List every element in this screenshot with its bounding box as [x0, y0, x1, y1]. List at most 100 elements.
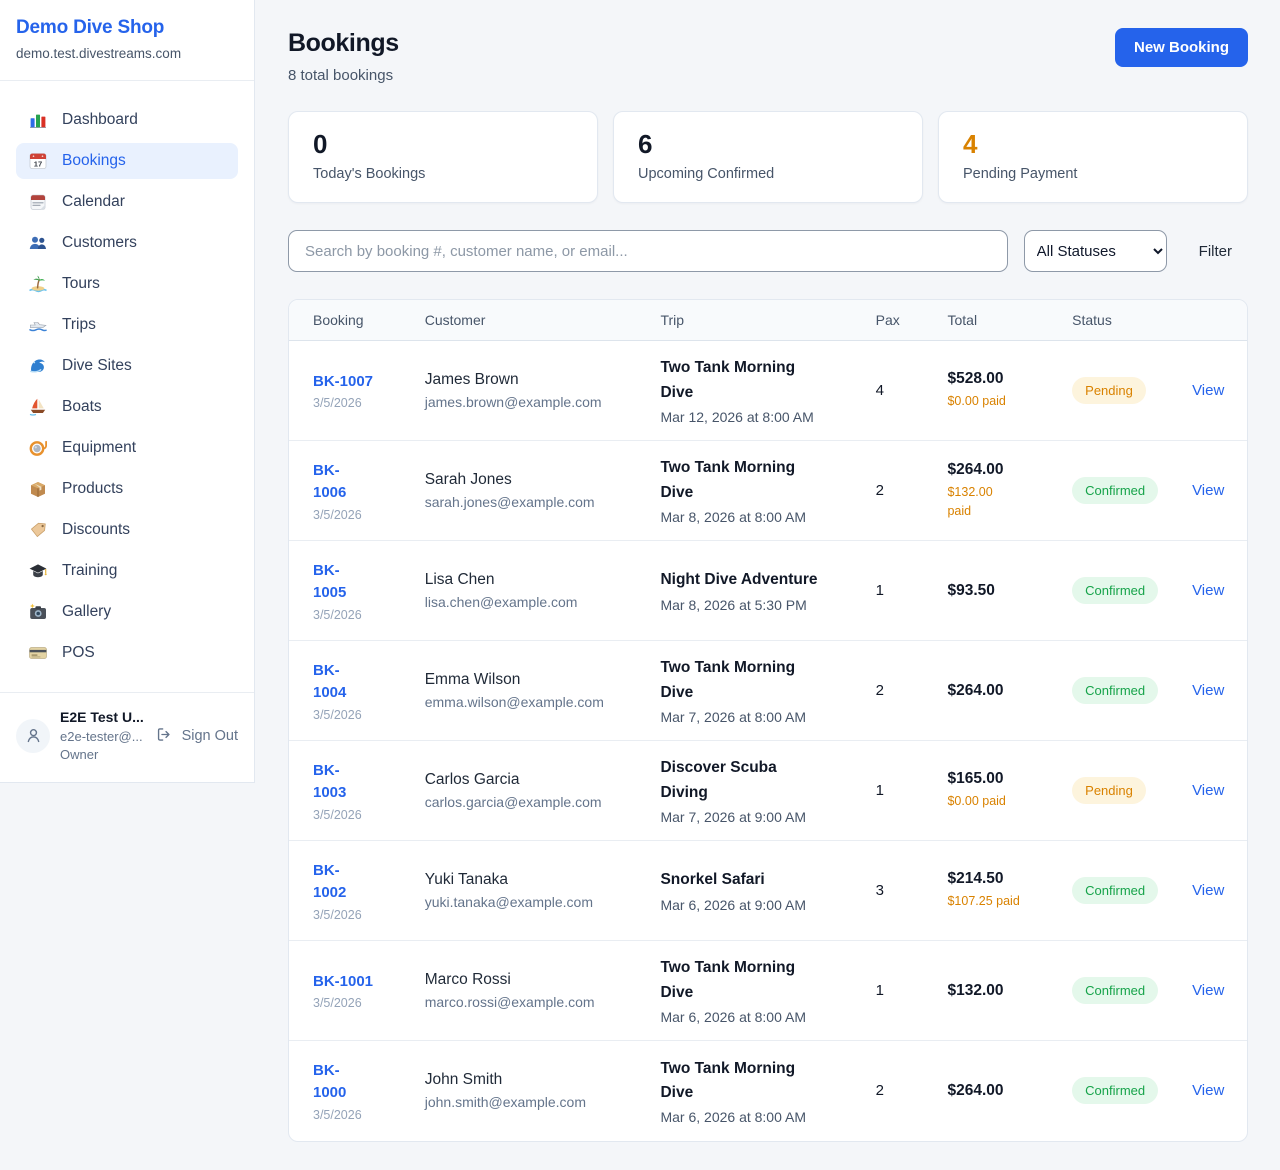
- sidebar-item-label: Bookings: [62, 152, 126, 169]
- status-filter-select[interactable]: All Statuses: [1023, 230, 1167, 272]
- booking-link[interactable]: BK- 1000: [313, 1061, 347, 1102]
- view-link[interactable]: View: [1192, 481, 1225, 499]
- trip-cell: Two Tank Morning Dive Mar 8, 2026 at 8:00 …: [650, 441, 865, 541]
- calendar-icon: [28, 192, 48, 212]
- status-badge: Confirmed: [1072, 1077, 1159, 1105]
- trip-name: Two Tank Morning Dive: [660, 1059, 796, 1101]
- column-header-trip: Trip: [650, 300, 866, 341]
- booking-cell: BK-1001 3/5/2026: [289, 941, 415, 1041]
- user-info: E2E Test U... e2e-tester@... Owner: [60, 708, 144, 764]
- booking-date: 3/5/2026: [313, 396, 362, 411]
- sidebar-item-dashboard[interactable]: Dashboard: [16, 102, 238, 138]
- status-cell: Confirmed: [1062, 941, 1182, 1041]
- sidebar-item-label: Boats: [62, 398, 102, 415]
- app-domain: demo.test.divestreams.com: [16, 46, 182, 61]
- total-amount: $264.00: [947, 681, 1004, 699]
- total-amount: $165.00: [947, 770, 1004, 788]
- sidebar-item-discounts[interactable]: Discounts: [16, 512, 238, 548]
- sidebar-item-dive-sites[interactable]: Dive Sites: [16, 348, 238, 384]
- stat-label: Today's Bookings: [313, 166, 426, 182]
- booking-row: BK- 1004 3/5/2026 Emma Wilson emma.wilson@ex…: [289, 641, 1247, 741]
- trip-datetime: Mar 6, 2026 at 9:00 AM: [660, 896, 806, 913]
- booking-cell: BK- 1004 3/5/2026: [289, 641, 415, 741]
- sidebar-item-bookings[interactable]: 17 Bookings: [16, 143, 238, 179]
- booking-link[interactable]: BK- 1003: [313, 761, 347, 802]
- customer-cell: Marco Rossi marco.rossi@example.com: [415, 941, 651, 1041]
- booking-link[interactable]: BK- 1005: [313, 561, 347, 602]
- booking-date: 3/5/2026: [313, 707, 362, 722]
- svg-text:17: 17: [34, 160, 42, 169]
- view-link[interactable]: View: [1192, 881, 1225, 899]
- search-input[interactable]: [288, 230, 1008, 272]
- app-name: Demo Dive Shop: [16, 17, 165, 38]
- sidebar-item-label: Gallery: [62, 603, 112, 620]
- booking-cell: BK- 1006 3/5/2026: [289, 441, 415, 541]
- status-badge: Confirmed: [1072, 677, 1159, 704]
- gallery-camera-icon: [28, 602, 48, 622]
- customer-cell: Carlos Garcia carlos.garcia@example.com: [415, 741, 651, 841]
- table-header-row: Booking Customer Trip Pax Total Status: [289, 300, 1247, 341]
- stat-card-pending-payment: 4 Pending Payment: [938, 111, 1248, 203]
- pax-cell: 3: [866, 841, 938, 941]
- trip-cell: Two Tank Morning Dive Mar 12, 2026 at 8:00…: [650, 341, 865, 441]
- discounts-tag-icon: [28, 520, 48, 540]
- sidebar-item-boats[interactable]: Boats: [16, 389, 238, 425]
- customer-name: John Smith: [424, 1071, 503, 1089]
- pax-value: 1: [875, 981, 885, 999]
- status-cell: Confirmed: [1062, 641, 1182, 741]
- pax-cell: 1: [866, 741, 938, 841]
- customer-email: john.smith@example.com: [424, 1094, 586, 1111]
- booking-cell: BK- 1003 3/5/2026: [289, 741, 415, 841]
- booking-date: 3/5/2026: [313, 607, 362, 622]
- status-badge: Confirmed: [1072, 977, 1159, 1004]
- customer-name: Sarah Jones: [424, 471, 512, 488]
- status-badge: Confirmed: [1072, 877, 1159, 904]
- dive-sites-wave-icon: [28, 356, 48, 376]
- booking-date: 3/5/2026: [313, 1107, 362, 1122]
- total-cell: $93.50: [937, 541, 1062, 641]
- sidebar-item-pos[interactable]: POS: [16, 635, 238, 671]
- trip-cell: Two Tank Morning Dive Mar 6, 2026 at 8:00 …: [650, 941, 865, 1041]
- sidebar-item-customers[interactable]: Customers: [16, 225, 238, 261]
- view-link[interactable]: View: [1192, 581, 1225, 599]
- total-cell: $264.00 $132.00 paid: [937, 441, 1062, 541]
- booking-row: BK- 1002 3/5/2026 Yuki Tanaka yuki.tanaka@ex…: [289, 841, 1247, 941]
- view-link[interactable]: View: [1192, 781, 1225, 799]
- status-badge: Pending: [1072, 777, 1146, 804]
- booking-link[interactable]: BK- 1002: [313, 861, 347, 902]
- sidebar-item-training[interactable]: Training: [16, 553, 238, 589]
- user-name: E2E Test U...: [60, 709, 144, 725]
- total-cell: $214.50 $107.25 paid: [937, 841, 1062, 941]
- booking-link[interactable]: BK- 1006: [313, 461, 347, 502]
- view-link[interactable]: View: [1192, 681, 1225, 699]
- sidebar-item-gallery[interactable]: Gallery: [16, 594, 238, 630]
- view-link[interactable]: View: [1192, 981, 1225, 999]
- view-link[interactable]: View: [1192, 1081, 1225, 1099]
- sidebar-item-equipment[interactable]: Equipment: [16, 430, 238, 466]
- booking-row: BK-1001 3/5/2026 Marco Rossi marco.rossi@ex…: [289, 941, 1247, 1041]
- status-cell: Pending: [1062, 741, 1182, 841]
- status-cell: Confirmed: [1062, 1041, 1182, 1141]
- status-cell: Confirmed: [1062, 541, 1182, 641]
- booking-link[interactable]: BK-1007: [313, 372, 374, 390]
- user-role: Owner: [60, 746, 99, 762]
- sidebar-item-tours[interactable]: Tours: [16, 266, 238, 302]
- boats-sailboat-icon: [28, 397, 48, 417]
- sidebar-item-products[interactable]: Products: [16, 471, 238, 507]
- sidebar-item-trips[interactable]: Trips: [16, 307, 238, 343]
- total-cell: $165.00 $0.00 paid: [937, 741, 1062, 841]
- view-link[interactable]: View: [1192, 381, 1225, 399]
- app-logo[interactable]: Demo Dive Shop demo.test.divestreams.com: [0, 0, 254, 81]
- sidebar-item-label: Discounts: [62, 521, 131, 538]
- total-cell: $528.00 $0.00 paid: [937, 341, 1062, 441]
- booking-link[interactable]: BK-1001: [313, 972, 374, 990]
- sign-out-button[interactable]: Sign Out: [155, 726, 238, 746]
- filter-button[interactable]: Filter: [1183, 243, 1248, 260]
- pax-value: 2: [875, 1081, 885, 1099]
- pax-value: 2: [875, 481, 885, 499]
- sidebar-item-calendar[interactable]: Calendar: [16, 184, 238, 220]
- new-booking-button[interactable]: New Booking: [1114, 28, 1248, 67]
- booking-cell: BK- 1002 3/5/2026: [289, 841, 415, 941]
- stat-label: Upcoming Confirmed: [638, 166, 775, 182]
- booking-link[interactable]: BK- 1004: [313, 661, 347, 702]
